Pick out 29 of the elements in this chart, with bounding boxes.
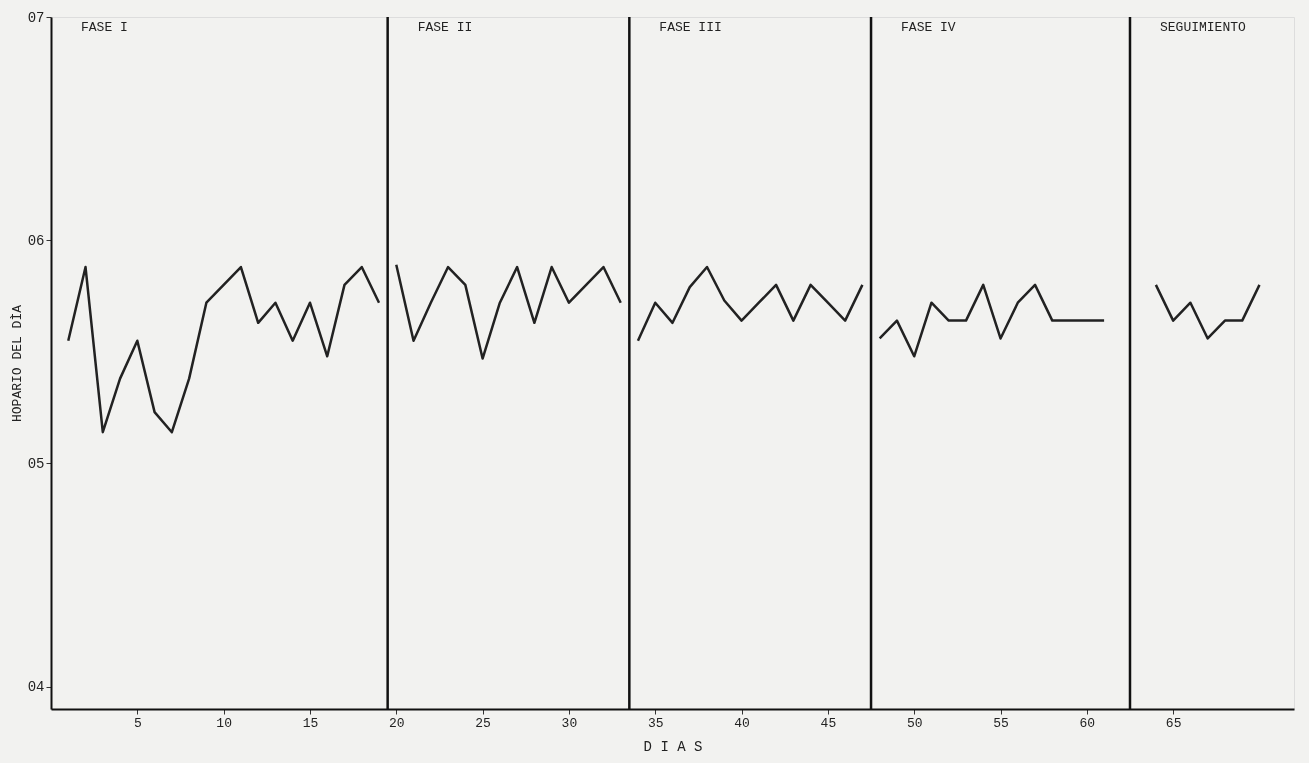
x-tick-label: 60 <box>1079 715 1096 731</box>
x-tick-label: 15 <box>302 715 319 731</box>
x-tick-label: 10 <box>216 715 232 731</box>
y-tick-label: 06 <box>27 232 45 249</box>
y-axis-title: HOPARIO DEL DÌA <box>9 304 25 423</box>
x-tick-label: 20 <box>388 715 405 731</box>
x-axis-title: D I A S <box>643 738 703 755</box>
x-tick-label: 40 <box>734 715 750 731</box>
y-tick-label: 05 <box>27 455 45 472</box>
line-series <box>636 265 864 342</box>
x-tick-label: 55 <box>993 715 1009 731</box>
annotation: FASE II <box>417 20 473 35</box>
x-tick-label: 50 <box>906 715 923 731</box>
x-tick-label: 35 <box>647 715 664 731</box>
annotation: FASE III <box>659 20 722 35</box>
line-series <box>878 283 1106 358</box>
line-series <box>395 263 622 360</box>
x-tick-label: 25 <box>475 715 491 731</box>
annotation: FASE IV <box>901 20 956 35</box>
y-tick-label: 07 <box>27 9 45 26</box>
annotation: FASE I <box>81 20 128 35</box>
x-tick-label: 5 <box>133 715 142 731</box>
x-tick-label: 45 <box>820 715 837 731</box>
line-series <box>1154 283 1261 340</box>
y-tick-label: 04 <box>27 679 45 696</box>
line-series <box>67 265 381 434</box>
annotation: SEGUIMIENTO <box>1159 20 1247 35</box>
x-tick-label: 65 <box>1165 715 1182 731</box>
x-tick-label: 30 <box>561 715 578 731</box>
